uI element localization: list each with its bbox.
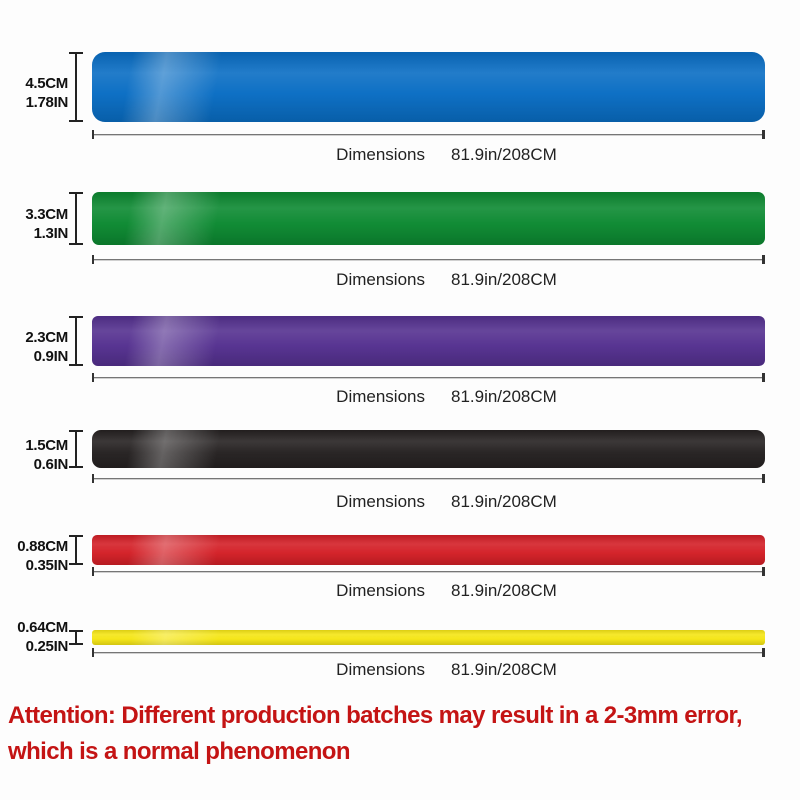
attention-line-1: Attention: Different production batches … xyxy=(8,702,743,729)
line-end-tick xyxy=(92,255,94,264)
length-measure-line xyxy=(92,373,765,382)
width-label: 4.5CM 1.78IN xyxy=(2,74,68,112)
dimensions-label: Dimensions xyxy=(336,270,425,289)
resistance-band-black xyxy=(92,430,765,468)
width-measure-bracket xyxy=(69,316,83,366)
line-end-tick xyxy=(762,373,765,382)
dimensions-label: Dimensions xyxy=(336,387,425,406)
line-end-tick xyxy=(762,567,765,576)
width-label: 2.3CM 0.9IN xyxy=(2,328,68,366)
dimensions-label: Dimensions xyxy=(336,145,425,164)
attention-note: Attention: Different production batches … xyxy=(8,698,798,770)
line-end-tick xyxy=(92,474,94,483)
width-label: 3.3CM 1.3IN xyxy=(2,205,68,243)
length-measure-line xyxy=(92,567,765,576)
width-measure-bracket xyxy=(69,535,83,565)
width-label: 0.64CM 0.25IN xyxy=(2,618,68,656)
length-measure-line xyxy=(92,255,765,264)
line-end-tick xyxy=(762,474,765,483)
width-measure-bracket xyxy=(69,630,83,645)
line-end-tick xyxy=(762,648,765,657)
line-end-tick xyxy=(762,255,765,264)
width-in-label: 1.3IN xyxy=(33,225,69,242)
width-measure-bracket xyxy=(69,192,83,245)
width-cm-label: 4.5CM xyxy=(25,75,68,92)
width-cm-label: 1.5CM xyxy=(25,437,68,454)
dimensions-caption: Dimensions 81.9in/208CM xyxy=(92,492,765,512)
width-in-label: 0.25IN xyxy=(25,638,69,655)
length-measure-line xyxy=(92,474,765,483)
dimensions-value: 81.9in/208CM xyxy=(450,270,557,289)
length-measure-line xyxy=(92,648,765,657)
line-end-tick xyxy=(92,567,94,576)
width-label: 1.5CM 0.6IN xyxy=(2,436,68,474)
resistance-band-blue xyxy=(92,52,765,122)
resistance-band-green xyxy=(92,192,765,245)
width-in-label: 1.78IN xyxy=(25,94,69,111)
attention-line-2: which is a normal phenomenon xyxy=(8,738,351,765)
width-measure-bracket xyxy=(69,430,83,468)
width-measure-bracket xyxy=(69,52,83,122)
resistance-band-purple xyxy=(92,316,765,366)
dimensions-caption: Dimensions 81.9in/208CM xyxy=(92,660,765,680)
dimensions-value: 81.9in/208CM xyxy=(450,492,557,511)
dimensions-value: 81.9in/208CM xyxy=(450,387,557,406)
dimensions-label: Dimensions xyxy=(336,581,425,600)
line-end-tick xyxy=(762,130,765,139)
resistance-band-red xyxy=(92,535,765,565)
width-cm-label: 0.64CM xyxy=(17,619,68,636)
width-cm-label: 0.88CM xyxy=(17,538,68,555)
line-end-tick xyxy=(92,373,94,382)
width-in-label: 0.9IN xyxy=(33,348,69,365)
dimensions-value: 81.9in/208CM xyxy=(450,581,557,600)
width-cm-label: 2.3CM xyxy=(25,329,68,346)
line-end-tick xyxy=(92,648,94,657)
dimensions-label: Dimensions xyxy=(336,660,425,679)
dimensions-value: 81.9in/208CM xyxy=(450,145,557,164)
length-measure-line xyxy=(92,130,765,139)
resistance-band-yellow xyxy=(92,630,765,645)
line-end-tick xyxy=(92,130,94,139)
width-in-label: 0.6IN xyxy=(33,456,69,473)
width-label: 0.88CM 0.35IN xyxy=(2,537,68,575)
dimensions-caption: Dimensions 81.9in/208CM xyxy=(92,270,765,290)
width-cm-label: 3.3CM xyxy=(25,206,68,223)
dimensions-value: 81.9in/208CM xyxy=(450,660,557,679)
dimensions-label: Dimensions xyxy=(336,492,425,511)
width-in-label: 0.35IN xyxy=(25,557,69,574)
dimensions-caption: Dimensions 81.9in/208CM xyxy=(92,581,765,601)
dimensions-caption: Dimensions 81.9in/208CM xyxy=(92,145,765,165)
dimensions-caption: Dimensions 81.9in/208CM xyxy=(92,387,765,407)
